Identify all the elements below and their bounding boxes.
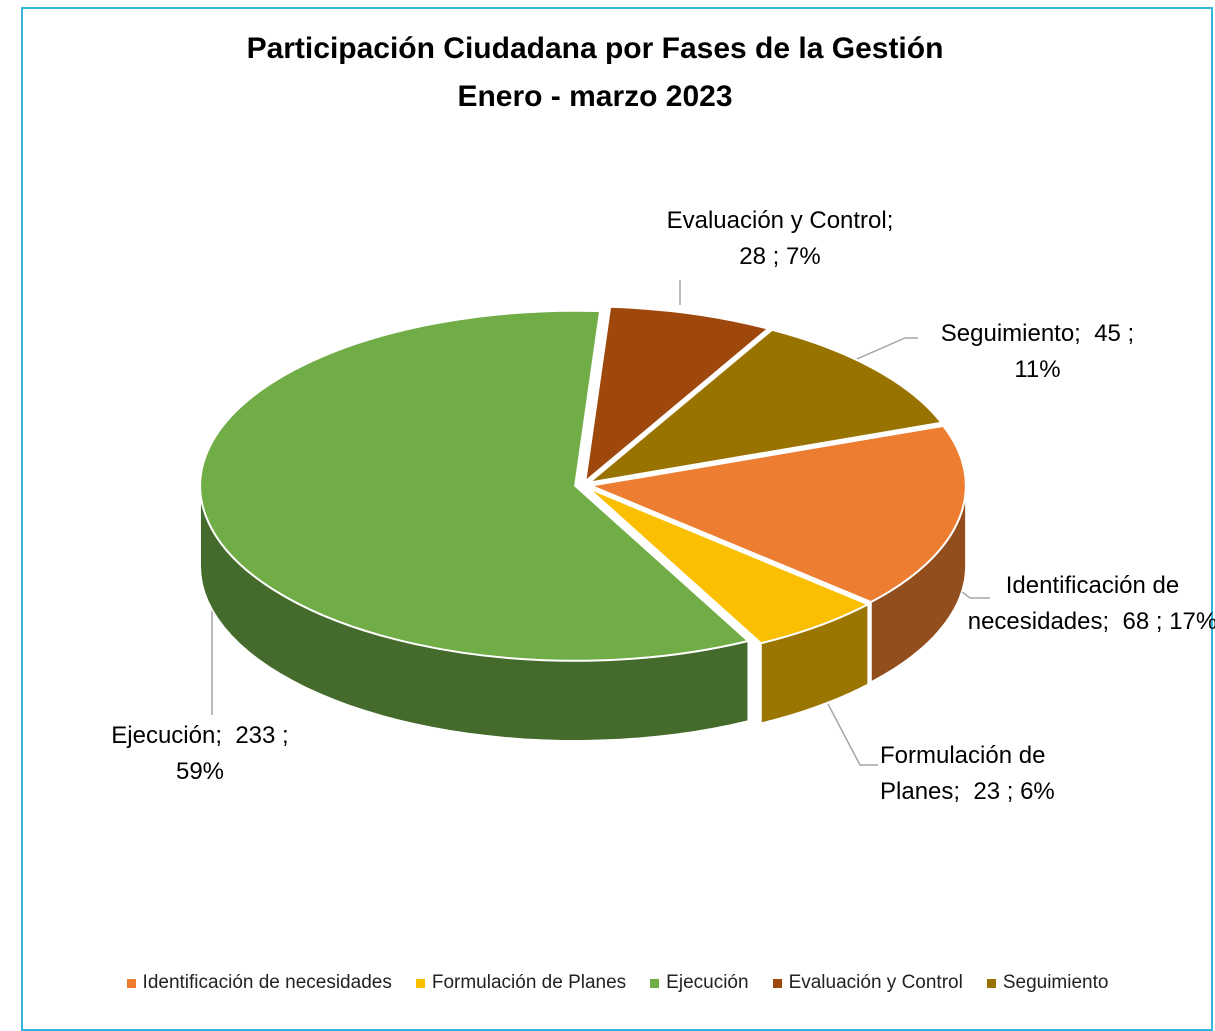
legend-label: Seguimiento	[1002, 972, 1109, 993]
legend-label: Ejecución	[666, 972, 749, 993]
leader-line	[849, 337, 918, 363]
legend-swatch	[126, 978, 136, 988]
legend-label: Evaluación y Control	[788, 972, 963, 993]
legend: Identificación de necesidades Formulación…	[22, 972, 1213, 994]
legend-swatch	[415, 978, 425, 988]
legend-item: Formulación de Planes	[415, 972, 627, 994]
data-label: Ejecución; 233 ; 59%	[111, 722, 296, 785]
legend-swatch	[772, 978, 782, 988]
legend-label: Identificación de necesidades	[142, 972, 392, 993]
data-label: Seguimiento; 45 ; 11%	[940, 320, 1141, 383]
legend-item: Evaluación y Control	[772, 972, 963, 994]
legend-item: Seguimiento	[986, 972, 1109, 994]
data-label: Identificación de necesidades; 68 ; 17%	[967, 572, 1215, 635]
slice	[587, 424, 967, 604]
slice	[585, 328, 944, 485]
chart-border	[21, 7, 1213, 1031]
legend-swatch	[650, 978, 660, 988]
slice	[583, 305, 771, 484]
chart-subtitle: Enero - marzo 2023	[457, 80, 733, 113]
legend-item: Identificación de necesidades	[126, 972, 392, 994]
legend-swatch	[986, 978, 996, 988]
data-label: Evaluación y Control; 28 ; 7%	[666, 207, 907, 270]
leader-lines	[211, 280, 990, 766]
leader-line	[827, 703, 878, 766]
chart-title: Participación Ciudadana por Fases de la …	[246, 32, 944, 65]
slice	[587, 487, 871, 645]
legend-label: Formulación de Planes	[431, 972, 627, 993]
slice	[199, 309, 751, 662]
legend-item: Ejecución	[650, 972, 749, 994]
slice-tops	[199, 305, 967, 662]
data-label: Formulación de Planes; 23 ; 6%	[880, 742, 1055, 805]
pie	[199, 305, 967, 742]
